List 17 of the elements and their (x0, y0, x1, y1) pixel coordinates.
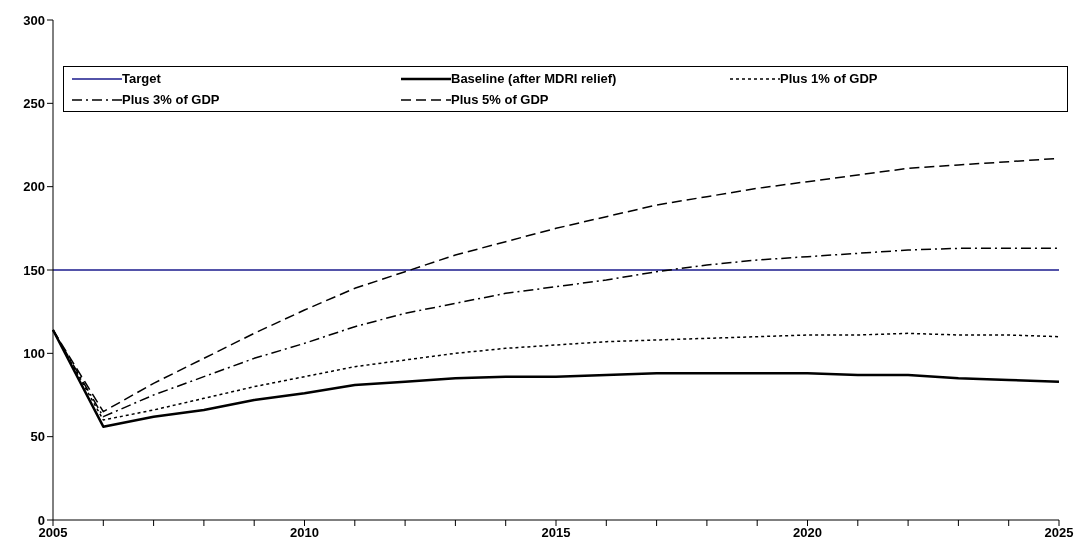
y-tick-label: 150 (23, 262, 45, 278)
legend-label: Baseline (after MDRI relief) (451, 71, 617, 86)
legend-label: Plus 5% of GDP (451, 92, 549, 107)
x-tick-label: 2025 (1044, 525, 1074, 541)
y-tick-label: 50 (30, 429, 45, 445)
x-tick-label: 2010 (290, 525, 319, 541)
legend-label: Plus 3% of GDP (122, 92, 220, 107)
y-tick-label: 250 (23, 95, 45, 111)
y-tick-label: 200 (23, 179, 45, 195)
x-tick-label: 2020 (793, 525, 822, 541)
x-tick-label: 2015 (541, 525, 571, 541)
y-tick-label: 0 (37, 512, 45, 528)
y-tick-label: 300 (23, 12, 45, 28)
legend-label: Plus 1% of GDP (780, 71, 878, 86)
x-tick-label: 2005 (38, 525, 68, 541)
legend-label: Target (122, 71, 161, 86)
y-tick-label: 100 (23, 345, 45, 361)
